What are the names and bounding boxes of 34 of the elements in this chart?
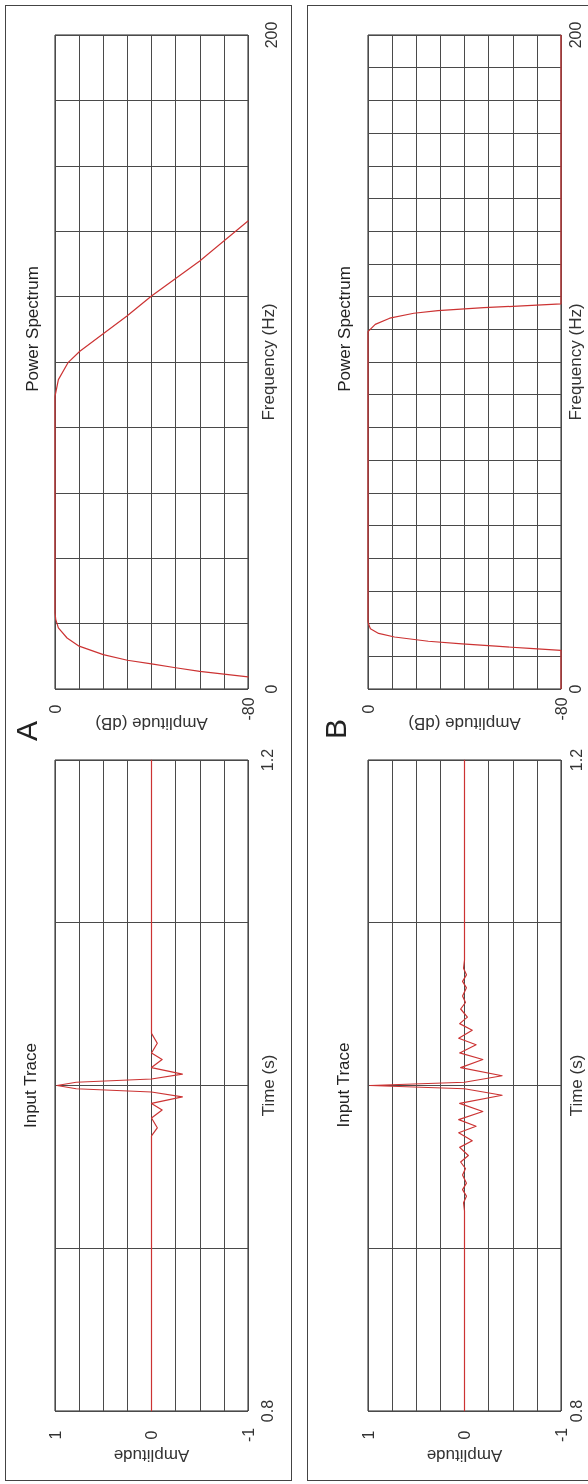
y-tick-label: 200 <box>566 21 584 49</box>
y-tick-label: 1.2 <box>258 748 276 772</box>
y-axis-title: Time (s) <box>567 1054 586 1117</box>
text: Power Spectrum <box>23 266 42 392</box>
text: B <box>318 718 352 740</box>
y-tick-label: 0 <box>262 684 280 694</box>
x-axis-title: Amplitude <box>426 1446 503 1465</box>
x-tick-label: -80 <box>239 697 257 721</box>
x-axis-title: Amplitude <box>113 1446 190 1465</box>
x-tick-label: -1 <box>552 1427 570 1443</box>
x-axis-title: Amplitude (dB) <box>95 714 208 733</box>
x-tick-label: -80 <box>552 697 570 721</box>
y-axis-title: Time (s) <box>259 1054 278 1117</box>
text: Power Spectrum <box>335 266 354 392</box>
y-tick-label: 0 <box>566 684 584 694</box>
y-tick-label: 200 <box>262 21 280 49</box>
x-tick-label: 0 <box>359 704 377 714</box>
x-tick-label: 1 <box>359 1430 377 1440</box>
x-tick-label: 0 <box>46 704 64 714</box>
x-axis-title: Amplitude (dB) <box>408 714 521 733</box>
y-tick-label: 0.8 <box>567 1399 585 1423</box>
text: Input Trace <box>333 1042 353 1128</box>
line-series <box>367 34 562 690</box>
x-tick-label: 1 <box>46 1430 64 1440</box>
y-tick-label: 1.2 <box>567 748 585 772</box>
y-axis-title: Frequency (Hz) <box>566 303 585 421</box>
y-tick-label: 0.8 <box>258 1399 276 1423</box>
text: A <box>9 720 43 742</box>
x-tick-label: -1 <box>239 1427 257 1443</box>
text: Input Trace <box>20 1042 40 1129</box>
x-tick-label: 0 <box>456 1430 473 1440</box>
y-axis-title: Frequency (Hz) <box>259 303 278 421</box>
line-series <box>54 220 249 678</box>
x-tick-label: 0 <box>143 1430 160 1440</box>
